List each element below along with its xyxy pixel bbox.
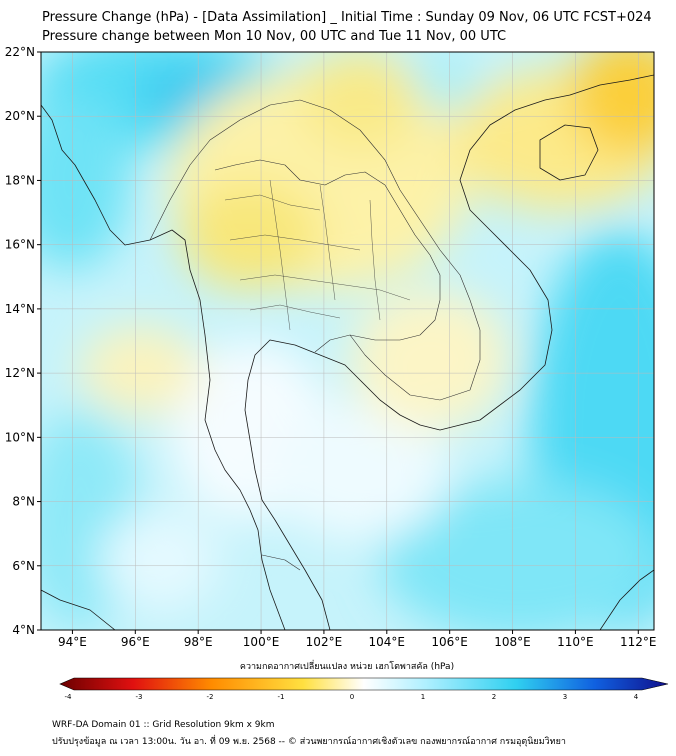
colorbar-tick-label: -4 <box>65 693 73 701</box>
border-cambodia <box>349 330 481 401</box>
lat-tick-label: 22°N <box>5 45 35 59</box>
chart-title: Pressure Change (hPa) - [Data Assimilati… <box>42 10 652 25</box>
longitude-labels: 94°E 96°E 98°E 100°E 102°E 104°E 106°E 108°E 110… <box>58 630 657 649</box>
border-myanmar <box>149 99 301 241</box>
map-frame <box>40 51 655 631</box>
country-borders <box>149 99 481 571</box>
coast-borneo <box>599 569 654 630</box>
coast-sumatra <box>41 589 116 630</box>
lon-tick-label: 106°E <box>431 635 468 649</box>
colorbar-tick-label: -2 <box>207 693 214 701</box>
field-orange-northeast <box>570 52 654 155</box>
lat-tick-label: 20°N <box>5 109 35 123</box>
lat-tick-label: 6°N <box>12 559 35 573</box>
lon-tick-label: 110°E <box>557 635 594 649</box>
coast-west <box>41 104 286 630</box>
colorbar-tick-label: 1 <box>421 693 425 701</box>
colorbar-title: ความกดอากาศเปลี่ยนแปลง หน่วย เฮกโตพาสคัล… <box>240 659 454 672</box>
lon-tick-label: 108°E <box>494 635 531 649</box>
lat-tick-label: 4°N <box>12 623 35 637</box>
colorbar-tick-label: 4 <box>634 693 639 701</box>
lon-tick-label: 94°E <box>58 635 87 649</box>
colorbar-tick-label: 0 <box>350 693 354 701</box>
coast-china <box>544 74 654 101</box>
lat-tick-label: 8°N <box>12 495 35 509</box>
colorbar-ticks: -4 -3 -2 -1 0 1 2 3 4 <box>65 693 639 701</box>
lon-tick-label: 102°E <box>306 635 343 649</box>
colorbar-tick-label: -1 <box>278 693 285 701</box>
lon-tick-label: 112°E <box>620 635 657 649</box>
island-hainan <box>539 124 599 181</box>
graticule <box>41 52 654 630</box>
lat-tick-label: 12°N <box>5 366 35 380</box>
pressure-field <box>41 52 654 630</box>
lat-tick-label: 18°N <box>5 173 35 187</box>
colorbar <box>59 677 669 691</box>
footer-update-info: ปรับปรุงข้อมูล ณ เวลา 13:00น. วัน อา. ที… <box>52 737 566 747</box>
colorbar-tick-label: -3 <box>136 693 143 701</box>
lat-tick-label: 14°N <box>5 302 35 316</box>
coastlines <box>41 74 654 630</box>
coast-gulf <box>244 339 501 630</box>
border-malaysia <box>261 554 301 571</box>
footer-model-info: WRF-DA Domain 01 :: Grid Resolution 9km … <box>52 720 275 730</box>
lat-tick-label: 10°N <box>5 430 35 444</box>
lat-tick-label: 16°N <box>5 238 35 252</box>
colorbar-tick-label: 3 <box>563 693 567 701</box>
chart-subtitle: Pressure change between Mon 10 Nov, 00 U… <box>42 29 507 44</box>
colorbar-tick-label: 2 <box>492 693 496 701</box>
lon-tick-label: 100°E <box>243 635 280 649</box>
lon-tick-label: 96°E <box>121 635 150 649</box>
lon-tick-label: 98°E <box>184 635 213 649</box>
latitude-labels: 22°N 20°N 18°N 16°N 14°N 12°N 10°N 8°N 6°N 4°N <box>5 45 41 637</box>
coast-vietnam <box>459 99 553 406</box>
colorbar-gradient <box>59 677 669 691</box>
border-thailand <box>214 159 441 353</box>
lon-tick-label: 104°E <box>369 635 406 649</box>
border-laos-vietnam <box>299 99 481 331</box>
